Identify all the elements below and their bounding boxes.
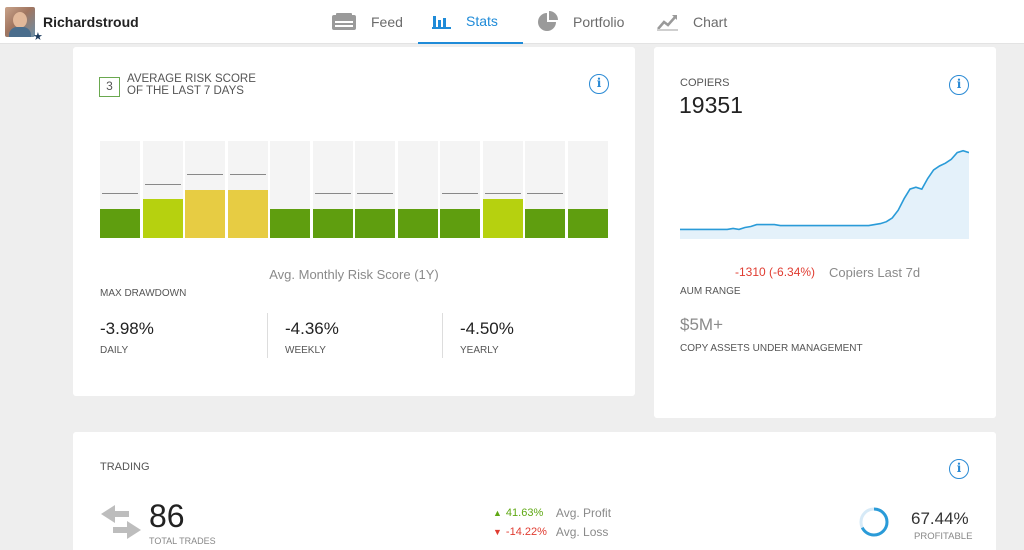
drawdown-yearly-label: YEARLY: [460, 345, 499, 356]
copiers-last-7d-label: Copiers Last 7d: [829, 265, 921, 280]
profitable-ring-arc: [859, 507, 889, 537]
pie-chart-icon: [537, 11, 559, 33]
risk-average-marker: [484, 193, 521, 195]
avg-profit-label: Avg. Profit: [555, 506, 612, 520]
info-icon[interactable]: i: [589, 74, 609, 94]
risk-score-card: 3 AVERAGE RISK SCORE OF THE LAST 7 DAYS …: [73, 47, 635, 396]
divider: [442, 313, 443, 358]
total-trades-label: TOTAL TRADES: [149, 536, 216, 546]
star-icon: ★: [33, 31, 43, 43]
drawdown-weekly-label: WEEKLY: [285, 345, 326, 356]
feed-icon: [331, 13, 357, 31]
avg-loss-pct: -14.22%: [505, 526, 547, 538]
risk-bar-fill: [142, 199, 183, 238]
profitable-label: PROFITABLE: [914, 531, 973, 542]
risk-bar[interactable]: [270, 141, 310, 238]
risk-bar-fill: [440, 208, 480, 238]
trading-card: TRADING i 86 TOTAL TRADES ▲ 41.63% Avg. …: [73, 432, 996, 550]
line-chart-icon: [657, 13, 679, 31]
copiers-count: 19351: [679, 92, 743, 118]
avg-monthly-risk-label[interactable]: Avg. Monthly Risk Score (1Y): [269, 267, 439, 282]
risk-average-marker: [527, 193, 563, 195]
tab-chart[interactable]: Chart: [643, 0, 743, 44]
top-navigation-bar: ★ Richardstroud Feed Stats Portfolio Ch: [0, 0, 1024, 44]
info-icon[interactable]: i: [949, 75, 969, 95]
tab-portfolio[interactable]: Portfolio: [523, 0, 643, 44]
risk-bar-fill: [227, 189, 268, 238]
aum-subtitle: COPY ASSETS UNDER MANAGEMENT: [680, 343, 863, 354]
risk-bar-fill: [312, 208, 353, 238]
avg-loss-row: ▼ -14.22% Avg. Loss: [493, 525, 608, 539]
risk-average-marker: [102, 193, 138, 195]
avg-profit-row: ▲ 41.63% Avg. Profit: [493, 506, 611, 520]
risk-average-marker: [442, 193, 478, 195]
risk-bar[interactable]: [185, 141, 225, 238]
risk-bar[interactable]: [312, 141, 353, 238]
divider: [267, 313, 268, 358]
stats-icon: [432, 13, 452, 29]
risk-bar-fill: [397, 208, 438, 238]
risk-bar[interactable]: [567, 141, 608, 238]
aum-value: $5M+: [680, 315, 723, 334]
aum-range-label: AUM RANGE: [680, 286, 741, 297]
copiers-card: COPIERS 19351 i -1310 (-6.34%) Copiers L…: [654, 47, 996, 418]
swap-arrows-icon: [101, 505, 141, 544]
tab-stats[interactable]: Stats: [418, 0, 523, 44]
user-profile[interactable]: ★ Richardstroud: [5, 5, 139, 43]
risk-average-marker: [144, 183, 181, 185]
risk-bar-fill: [525, 208, 565, 238]
total-trades-value: 86: [149, 498, 185, 534]
tab-feed-label: Feed: [371, 14, 403, 30]
tab-chart-label: Chart: [693, 14, 728, 30]
risk-bar[interactable]: [397, 141, 438, 238]
risk-average-marker: [229, 173, 266, 175]
risk-score-title: AVERAGE RISK SCORE OF THE LAST 7 DAYS: [127, 73, 256, 97]
avg-profit-pct: 41.63%: [505, 507, 544, 519]
risk-bar[interactable]: [142, 141, 183, 238]
profitable-pct: 67.44%: [911, 509, 969, 528]
profitable-ring: [859, 507, 889, 537]
risk-bar-fill: [567, 208, 608, 238]
risk-average-marker: [187, 173, 223, 175]
drawdown-yearly-value: -4.50%: [460, 319, 514, 338]
risk-bar[interactable]: [100, 141, 140, 238]
risk-bar[interactable]: [525, 141, 565, 238]
username[interactable]: Richardstroud: [43, 14, 139, 30]
risk-bar-fill: [482, 199, 523, 238]
copiers-change: -1310 (-6.34%): [735, 265, 816, 279]
risk-bar[interactable]: [440, 141, 480, 238]
tab-stats-label: Stats: [466, 13, 498, 29]
drawdown-daily-label: DAILY: [100, 345, 129, 356]
info-icon[interactable]: i: [949, 459, 969, 479]
arrow-up-icon: ▲: [493, 508, 502, 518]
risk-bars-chart: [100, 141, 610, 238]
risk-bar-fill: [355, 208, 395, 238]
risk-average-marker: [314, 193, 351, 195]
risk-score-badge: 3: [99, 77, 120, 97]
trading-label: TRADING: [100, 461, 150, 473]
copiers-label: COPIERS: [680, 77, 730, 89]
avg-loss-label: Avg. Loss: [555, 525, 609, 539]
risk-bar-fill: [100, 208, 140, 238]
avatar[interactable]: [5, 7, 35, 37]
risk-bar[interactable]: [227, 141, 268, 238]
copiers-area: [680, 150, 969, 239]
drawdown-daily-value: -3.98%: [100, 319, 154, 338]
copiers-sparkline: [680, 149, 969, 239]
tab-portfolio-label: Portfolio: [573, 14, 625, 30]
max-drawdown-label: MAX DRAWDOWN: [100, 288, 187, 299]
copiers-line: [680, 149, 969, 231]
arrow-down-icon: ▼: [493, 527, 502, 537]
tab-feed[interactable]: Feed: [317, 0, 418, 44]
risk-bar-fill: [185, 189, 225, 238]
risk-bar[interactable]: [482, 141, 523, 238]
risk-average-marker: [357, 193, 393, 195]
drawdown-weekly-value: -4.36%: [285, 319, 339, 338]
tab-bar: Feed Stats Portfolio Chart: [317, 0, 743, 44]
risk-bar-fill: [270, 208, 310, 238]
risk-bar[interactable]: [355, 141, 395, 238]
